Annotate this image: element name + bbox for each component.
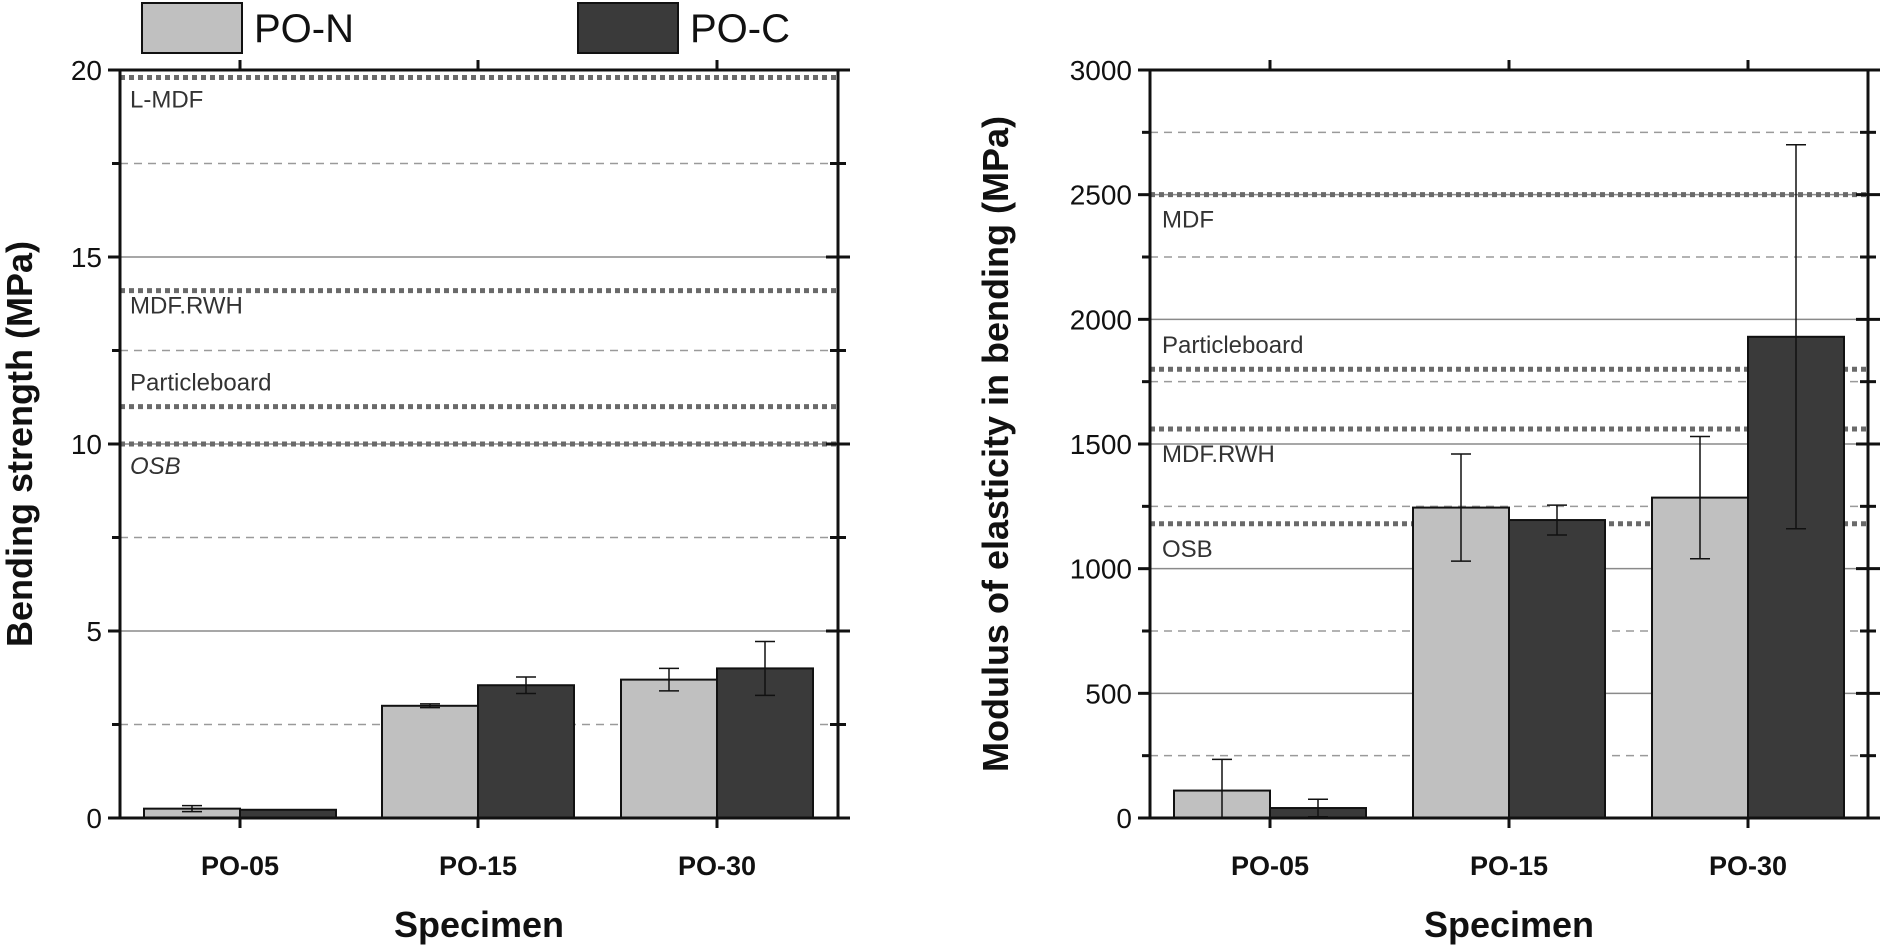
- bs-y-tick-label: 20: [71, 55, 102, 86]
- bs-y-tick-label: 0: [86, 803, 102, 834]
- bs-bar-po-n-po-30: [620, 678, 718, 819]
- bs-y-tick-label: 10: [71, 429, 102, 460]
- bending-strength-chart: L-MDF MDF.RWH Particleboard OSB PO-05 PO-15 PO…: [0, 55, 850, 945]
- moe-reference-label-mdf: MDF: [1162, 207, 1214, 234]
- bs-reference-label-osb: OSB: [130, 453, 181, 480]
- moe-reference-label-particleboard: Particleboard: [1162, 332, 1303, 359]
- moe-y-tick-label: 0: [1116, 803, 1132, 834]
- moe-reference-label-mdf-rwh: MDF.RWH: [1162, 441, 1275, 468]
- moe-y-tick-label: 1000: [1070, 554, 1132, 585]
- bs-x-tick-label: PO-30: [678, 851, 756, 881]
- moe-y-tick-label: 3000: [1070, 55, 1132, 86]
- bs-y-tick-label: 5: [86, 616, 102, 647]
- moe-y-tick-label: 500: [1085, 678, 1132, 709]
- bs-reference-label-mdf-rwh: MDF.RWH: [130, 293, 243, 320]
- moe-x-tick-label: PO-15: [1470, 851, 1548, 881]
- bs-reference-label-l-mdf: L-MDF: [130, 86, 203, 113]
- moe-x-axis-title: Specimen: [1424, 904, 1594, 945]
- moe-bar-po-c-po-15: [1508, 519, 1606, 820]
- bs-bar-po-n-po-15: [381, 704, 479, 819]
- bs-y-axis-title: Bending strength (MPa): [0, 241, 40, 647]
- bs-reference-label-particleboard: Particleboard: [130, 370, 271, 397]
- moe-y-tick-label: 2000: [1070, 304, 1132, 335]
- modulus-of-elasticity-chart: MDF Particleboard MDF.RWH OSB PO-05 PO-15 PO-3…: [975, 55, 1880, 945]
- legend-swatch-po-n: [141, 2, 243, 54]
- moe-y-tick-label: 2500: [1070, 180, 1132, 211]
- moe-y-axis-title: Modulus of elasticity in bending (MPa): [975, 116, 1016, 772]
- bs-bar-po-c-po-15: [477, 684, 575, 819]
- bs-x-tick-label: PO-15: [439, 851, 517, 881]
- moe-x-tick-label: PO-30: [1709, 851, 1787, 881]
- moe-reference-label-osb: OSB: [1162, 536, 1213, 563]
- legend-swatch-po-c: [577, 2, 679, 54]
- bs-x-tick-label: PO-05: [201, 851, 279, 881]
- legend: PO-N PO-C: [141, 2, 790, 54]
- moe-x-tick-label: PO-05: [1231, 851, 1309, 881]
- bs-x-axis-title: Specimen: [394, 904, 564, 945]
- legend-label-po-n: PO-N: [254, 7, 354, 51]
- bs-y-tick-label: 15: [71, 242, 102, 273]
- legend-label-po-c: PO-C: [690, 7, 790, 51]
- moe-y-tick-label: 1500: [1070, 429, 1132, 460]
